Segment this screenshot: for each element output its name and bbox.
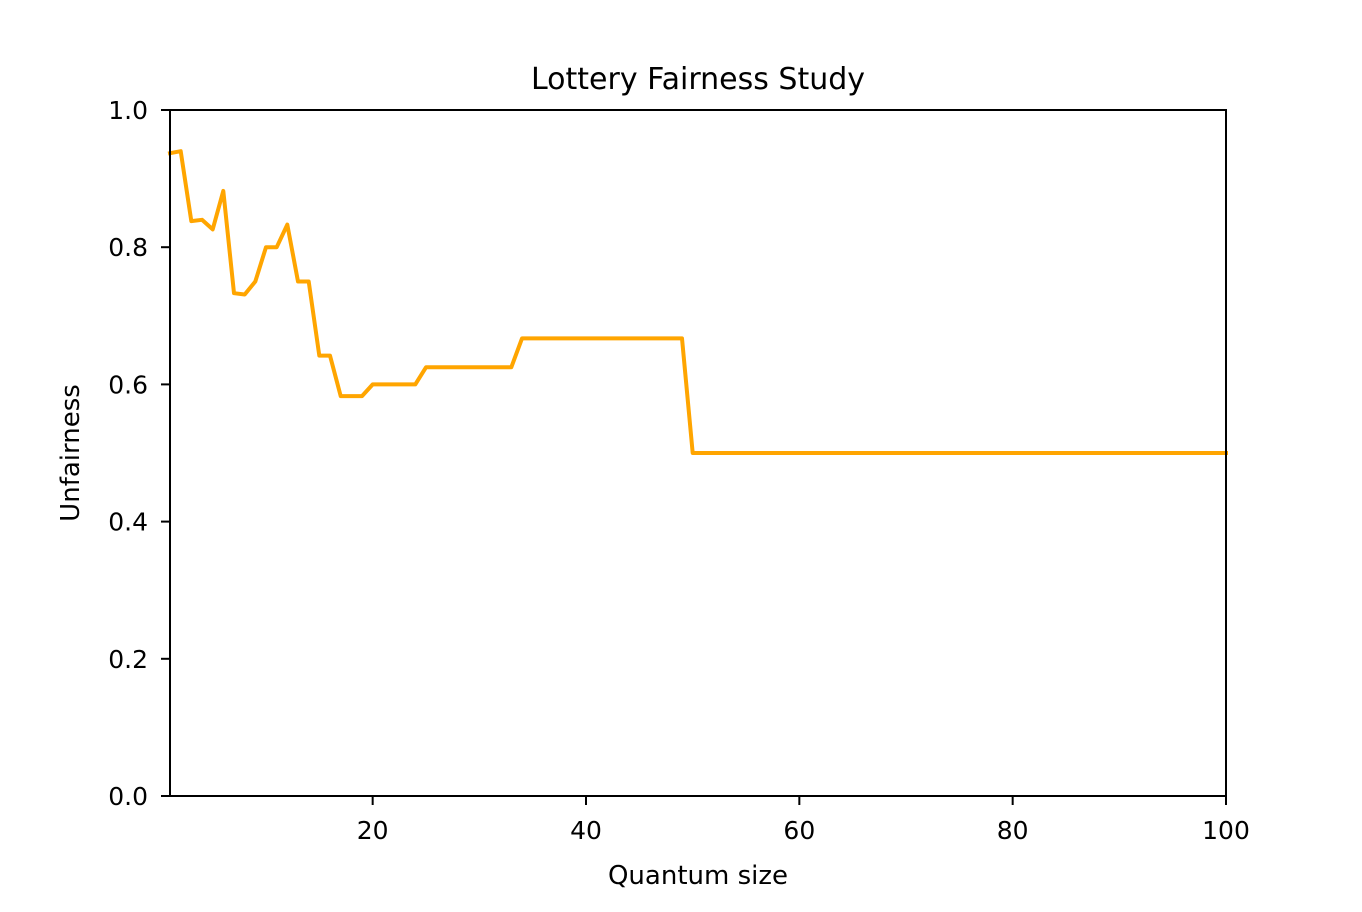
x-tick-label: 60 [783,816,815,845]
y-axis-ticks: 0.0 0.2 0.4 0.6 0.8 1.0 [108,96,170,811]
series-line [167,149,1228,455]
y-tick-label: 0.0 [108,782,148,811]
y-axis-label: Unfairness [56,384,86,522]
x-axis-ticks: 20 40 60 80 100 [357,796,1250,845]
y-tick-label: 0.6 [108,370,148,399]
x-tick-label: 80 [997,816,1029,845]
y-tick-label: 1.0 [108,96,148,125]
chart-title: Lottery Fairness Study [531,62,865,97]
axes-frame [169,109,1227,797]
x-tick-label: 20 [357,816,389,845]
x-tick-label: 40 [570,816,602,845]
y-tick-label: 0.8 [108,233,148,262]
y-tick-label: 0.2 [108,645,148,674]
y-tick-label: 0.4 [108,508,148,537]
x-tick-label: 100 [1202,816,1250,845]
x-axis-label: Quantum size [608,861,788,891]
